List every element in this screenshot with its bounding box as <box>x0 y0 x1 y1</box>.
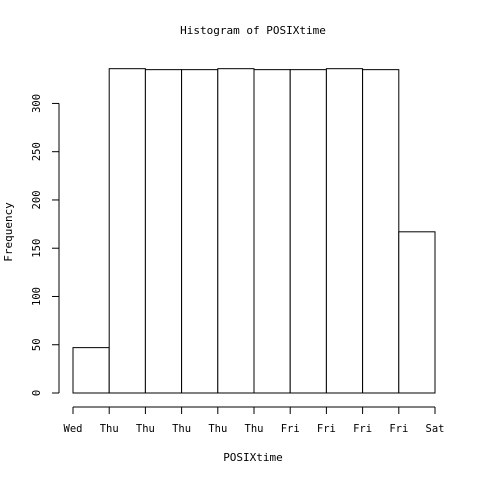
x-tick-label: Thu <box>245 423 264 435</box>
x-tick-label: Thu <box>172 423 191 435</box>
histogram-bar <box>289 69 327 394</box>
x-tick-label: Thu <box>208 423 227 435</box>
histogram-bar <box>181 69 219 394</box>
y-axis-title: Frequency <box>2 202 15 262</box>
histogram-bar <box>325 68 364 394</box>
y-tick-label: 300 <box>31 94 43 113</box>
histogram-bar <box>108 68 146 394</box>
y-tick-label: 100 <box>31 287 43 306</box>
x-tick-label: Wed <box>64 423 83 435</box>
bars-group <box>72 68 436 394</box>
histogram-bar <box>72 347 110 394</box>
y-tick-label: 250 <box>31 142 43 161</box>
x-tick-label: Fri <box>389 423 408 435</box>
x-tick-label: Sat <box>426 423 445 435</box>
y-axis: 0 50 100 150 200 250 300 <box>31 94 60 396</box>
x-axis: Wed Thu Thu Thu Thu Thu Fri Fri Fri Fri Sat <box>64 406 445 435</box>
histogram-bar <box>362 69 400 394</box>
x-tick-label: Thu <box>136 423 155 435</box>
x-tick-label: Fri <box>281 423 300 435</box>
chart-title: Histogram of POSIXtime <box>180 24 326 37</box>
histogram-bar <box>253 69 291 394</box>
y-tick-label: 200 <box>31 190 43 209</box>
y-tick-label: 0 <box>31 390 43 396</box>
x-tick-label: Fri <box>317 423 336 435</box>
x-axis-title: POSIXtime <box>223 451 283 464</box>
x-tick-label: Fri <box>353 423 372 435</box>
x-tick-label: Thu <box>100 423 119 435</box>
y-tick-label: 50 <box>31 338 43 351</box>
histogram-bar <box>144 69 183 394</box>
histogram-bar <box>398 231 436 394</box>
histogram-bar <box>217 68 255 394</box>
y-tick-label: 150 <box>31 239 43 258</box>
